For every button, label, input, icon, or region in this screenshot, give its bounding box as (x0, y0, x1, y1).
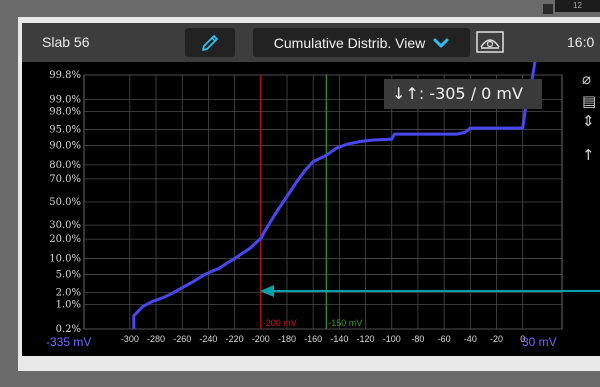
side-toolbar: ⌀ ▤ ⇕ ↑ (580, 70, 600, 350)
chart-svg: 99.8% 99.0%98.0% 95.0% 90.0% 80.0% 70.0% 50.0%… (46, 62, 600, 349)
x-tick-label: -120 (357, 334, 375, 344)
x-tick-label: -180 (278, 334, 296, 344)
x-tick-label: -20 (490, 334, 503, 344)
bottom-strip (22, 356, 600, 367)
x-tick-label: -220 (226, 334, 244, 344)
y-tick-label: 5.0% (56, 270, 81, 281)
x-tick-label: 0 (520, 334, 525, 344)
y-tick-label: 90.0% (49, 140, 81, 151)
y-tick-label: 2.0% (56, 288, 81, 299)
y-tick-label: 10.0% (49, 254, 81, 265)
y-tick-label: 1.0% (56, 300, 81, 311)
expand-icon[interactable]: ⇕ (582, 112, 595, 130)
x-tick-label: -280 (147, 334, 165, 344)
probe-icon[interactable] (476, 31, 504, 58)
top-toolbar: Slab 56 Cumulative Distrib. View 16:0 (22, 23, 600, 62)
y-tick-label: 50.0% (49, 197, 81, 208)
x-tick-label: -60 (438, 334, 451, 344)
edit-button[interactable] (185, 28, 235, 57)
x-max-label: 30 mV (522, 335, 557, 349)
x-tick-label: -240 (199, 334, 217, 344)
cursor-label: -200 mV (263, 318, 297, 328)
arrow-up-icon[interactable]: ↑ (582, 146, 595, 164)
corner-tab: 12 (555, 0, 600, 12)
y-tick-label: 98.0% (49, 106, 81, 117)
x-tick-label: -260 (173, 334, 191, 344)
y-tick-label: 0.2% (56, 324, 81, 335)
x-min-label: -335 mV (46, 335, 91, 349)
x-tick-label: -100 (383, 334, 401, 344)
x-tick-label: -140 (330, 334, 348, 344)
slab-title: Slab 56 (42, 34, 90, 50)
clock-time: 16:0 (567, 34, 595, 50)
list-icon[interactable]: ▤ (582, 92, 597, 110)
view-select-label: Cumulative Distrib. View (273, 34, 426, 51)
corner-indicator (543, 4, 553, 14)
no-symbol-icon[interactable]: ⌀ (582, 70, 592, 88)
x-tick-label: -80 (411, 334, 424, 344)
chevron-down-icon (433, 38, 449, 47)
y-tick-label: 99.8% (49, 70, 81, 81)
y-tick-label: 80.0% (49, 160, 81, 171)
x-tick-label: -160 (304, 334, 322, 344)
x-tick-label: -40 (464, 334, 477, 344)
cursor-label: -150 mV (328, 318, 362, 328)
cursor-readout: ↓↑: -305 / 0 mV (384, 79, 542, 109)
cumulative-distribution-chart: 99.8% 99.0% 98.0% 95.0% 90.0% 80.0% 70.0% 50.0%… (22, 62, 600, 356)
x-tick-label: -200 (252, 334, 270, 344)
y-tick-label: 20.0% (49, 234, 81, 245)
annotation-arrow-head (260, 285, 274, 297)
pencil-icon (202, 34, 218, 51)
y-tick-label: 99.0% (49, 94, 81, 105)
x-tick-label: -300 (121, 334, 139, 344)
y-tick-label: 30.0% (49, 220, 81, 231)
distribution-curve (132, 62, 537, 329)
y-tick-label: 95.0% (49, 124, 81, 135)
view-select[interactable]: Cumulative Distrib. View (253, 28, 470, 57)
y-tick-label: 70.0% (49, 174, 81, 185)
